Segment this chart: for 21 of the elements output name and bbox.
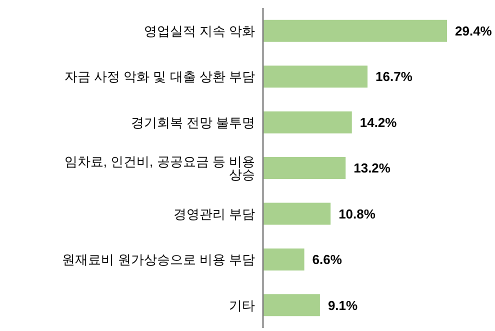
bar: [263, 20, 447, 42]
y-tick-label: 자금 사정 악화 및 대출 상환 부담: [64, 69, 255, 84]
y-tick-label: 경영관리 부담: [173, 206, 255, 222]
bar: [263, 294, 320, 316]
y-tick-label: 기타: [229, 298, 255, 313]
data-label: 14.2%: [360, 114, 398, 130]
data-label: 29.4%: [455, 24, 492, 38]
bar: [263, 202, 331, 225]
data-label: 6.6%: [312, 252, 342, 268]
data-label: 10.8%: [338, 206, 376, 222]
data-label: 13.2%: [354, 160, 391, 176]
bar: [263, 66, 368, 88]
bar: [263, 157, 346, 180]
y-tick-label: 임차료, 인건비, 공공요금 등 비용 상승: [64, 154, 255, 182]
bar: [263, 111, 352, 134]
bar: [263, 248, 304, 270]
data-label: 9.1%: [328, 298, 358, 313]
data-label: 16.7%: [376, 69, 413, 84]
y-tick-label: 영업실적 지속 악화: [144, 23, 255, 38]
y-tick-label: 경기회복 전망 불투명: [130, 114, 255, 130]
y-tick-label: 원재료비 원가상승으로 비용 부담: [62, 252, 255, 268]
